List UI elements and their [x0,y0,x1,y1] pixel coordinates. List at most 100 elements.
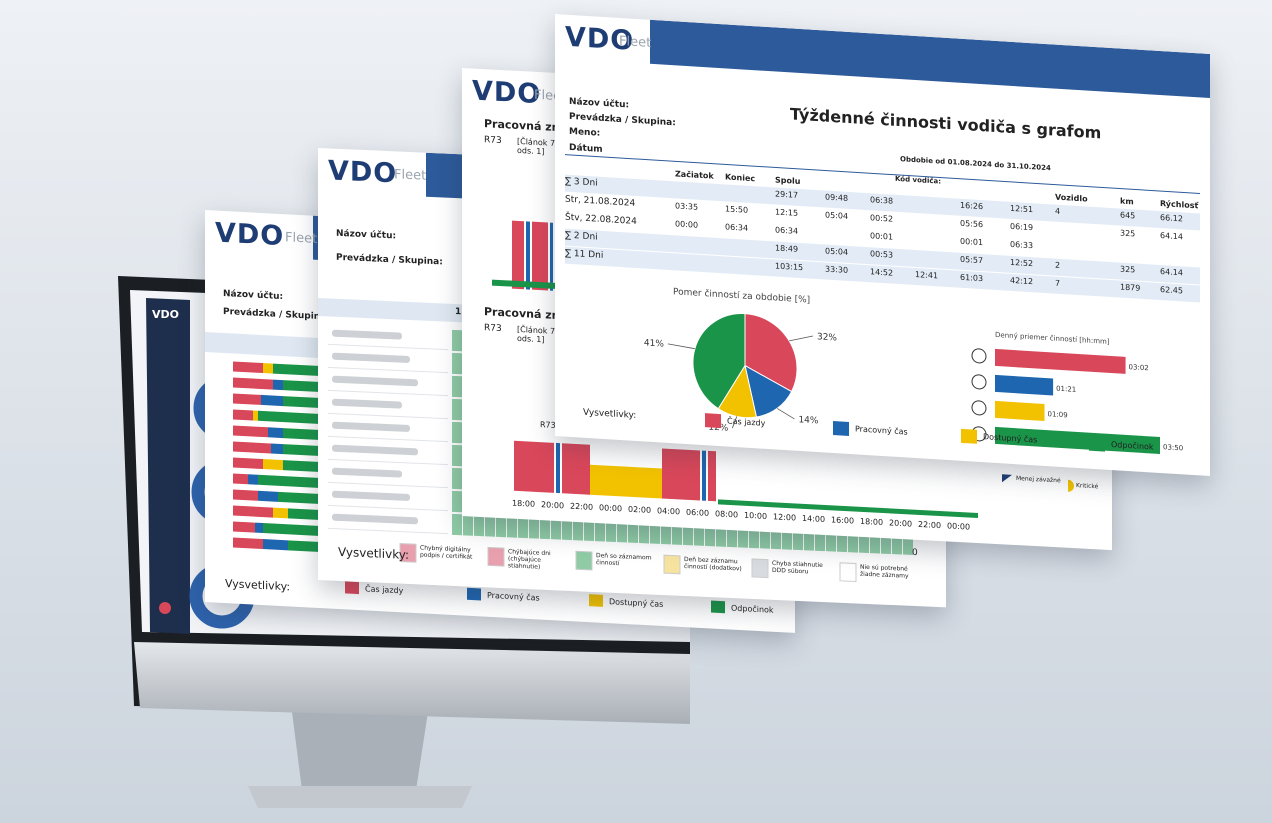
activity-segment [283,460,318,472]
activity-segment [233,473,248,485]
table-cell: 00:00 [675,219,699,230]
row-rule [328,343,448,351]
activity-segment [233,521,255,533]
calendar-cell [452,444,462,467]
column-header: Koniec [725,172,756,184]
row-rule [328,504,448,512]
time-tick: 10:00 [744,510,768,521]
activity-block [550,222,553,291]
legend-text: Deň bez záznamu činností (dodatkov) [684,555,742,573]
activity-segment [233,425,268,438]
calendar-cell [617,521,627,543]
calendar-cell [474,514,484,537]
activity-segment [233,505,273,518]
table-cell: 61:03 [960,272,984,284]
pie-label: 32% [817,332,837,343]
table-cell: 33:30 [825,264,849,275]
blurred-name [332,444,418,456]
monitor-sidebar [146,298,190,634]
table-cell: 03:35 [675,201,699,212]
calendar-cell [595,520,605,542]
table-cell: 64.14 [1160,267,1183,278]
activity-segment [283,428,318,440]
pie-slice [692,313,746,410]
activity-segment [268,427,283,439]
table-cell: 1879 [1120,282,1141,293]
blurred-name [332,421,410,432]
legend-swatch [663,554,681,575]
row-rule [328,527,448,535]
activity-segment [273,363,318,376]
pie-label: 41% [644,338,664,349]
calendar-cell [551,518,561,540]
table-cell: 00:52 [870,213,894,224]
calendar-cell [540,517,550,540]
table-cell: 05:56 [960,218,984,230]
blurred-name [332,490,410,501]
time-tick: 16:00 [831,515,855,526]
table-cell: 06:19 [1010,221,1034,233]
table-cell: ∑ 2 Dni [565,230,598,243]
calendar-cell [683,523,693,546]
legend-swatch [961,428,977,444]
bar-label: 03:50 [1163,443,1183,452]
calendar-cell [804,529,814,551]
table-cell: ∑ 3 Dni [565,176,598,189]
row-rule [328,458,448,466]
field-label: Meno: [569,126,601,139]
activity-segment [261,394,283,407]
activity-segment [278,491,318,504]
bar-icon [971,348,987,364]
legend-text: Chyba stiahnutie DDD súboru [772,559,823,576]
bar-label: 01:09 [1048,410,1068,419]
calendar-cell [562,518,572,541]
table-cell: 42:12 [1010,275,1034,287]
calendar-cell [782,528,792,550]
report-page: VDO Fleet 32% 14% 12% 41% 03:02 01:21 01:09 03:50… [555,14,1210,477]
table-cell: 103:15 [775,261,804,273]
activity-block [590,464,662,499]
calendar-cell [705,524,715,547]
legend-swatch [1089,436,1105,452]
calendar-cell [749,526,759,549]
calendar-cell [760,527,770,549]
table-cell: 2 [1055,260,1061,270]
calendar-cell [452,329,462,352]
calendar-cell [463,514,473,536]
monitor-logo: VDO [152,308,179,321]
activity-segment [233,537,263,550]
table-rule [565,154,1200,194]
table-cell: 325 [1120,264,1136,275]
legend-swatch [589,594,603,607]
calendar-cell [485,515,495,537]
row-rule [328,366,448,374]
column-label: 1 [455,306,462,318]
activity-segment [255,522,263,534]
activity-segment [283,380,318,392]
activity-segment [233,457,263,470]
activity-segment [233,489,258,501]
table-cell: 15:50 [725,204,749,215]
legend-swatch [833,421,849,436]
activity-segment [258,410,318,424]
pie-label: 14% [798,415,818,426]
activity-segment [273,379,283,391]
calendar-cell [694,524,704,546]
legend-text: Deň so záznamom činností [596,552,652,568]
calendar-cell [496,515,506,538]
legend-swatch [487,546,505,567]
blurred-name [332,513,418,525]
time-tick: 04:00 [657,506,681,517]
table-cell: 4 [1055,206,1061,216]
activity-block [532,221,548,291]
marker: R73 [540,420,556,430]
calendar-cell [452,490,462,513]
table-cell: 06:34 [775,225,799,236]
table-cell: 645 [1120,210,1136,221]
activity-segment [273,507,288,519]
activity-segment [263,539,288,551]
row-rule [328,389,448,397]
report-page: VDO Fleet Pracovná zmena R73 [Článok 7 ods. … [462,68,1112,551]
